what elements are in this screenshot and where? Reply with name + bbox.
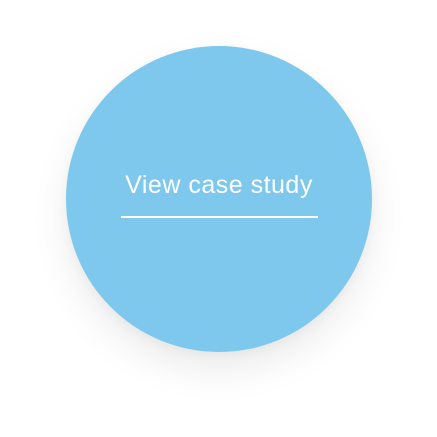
view-case-study-label[interactable]: View case study (125, 171, 313, 199)
view-case-study-button[interactable]: View case study (66, 46, 372, 352)
label-underline (121, 216, 318, 218)
